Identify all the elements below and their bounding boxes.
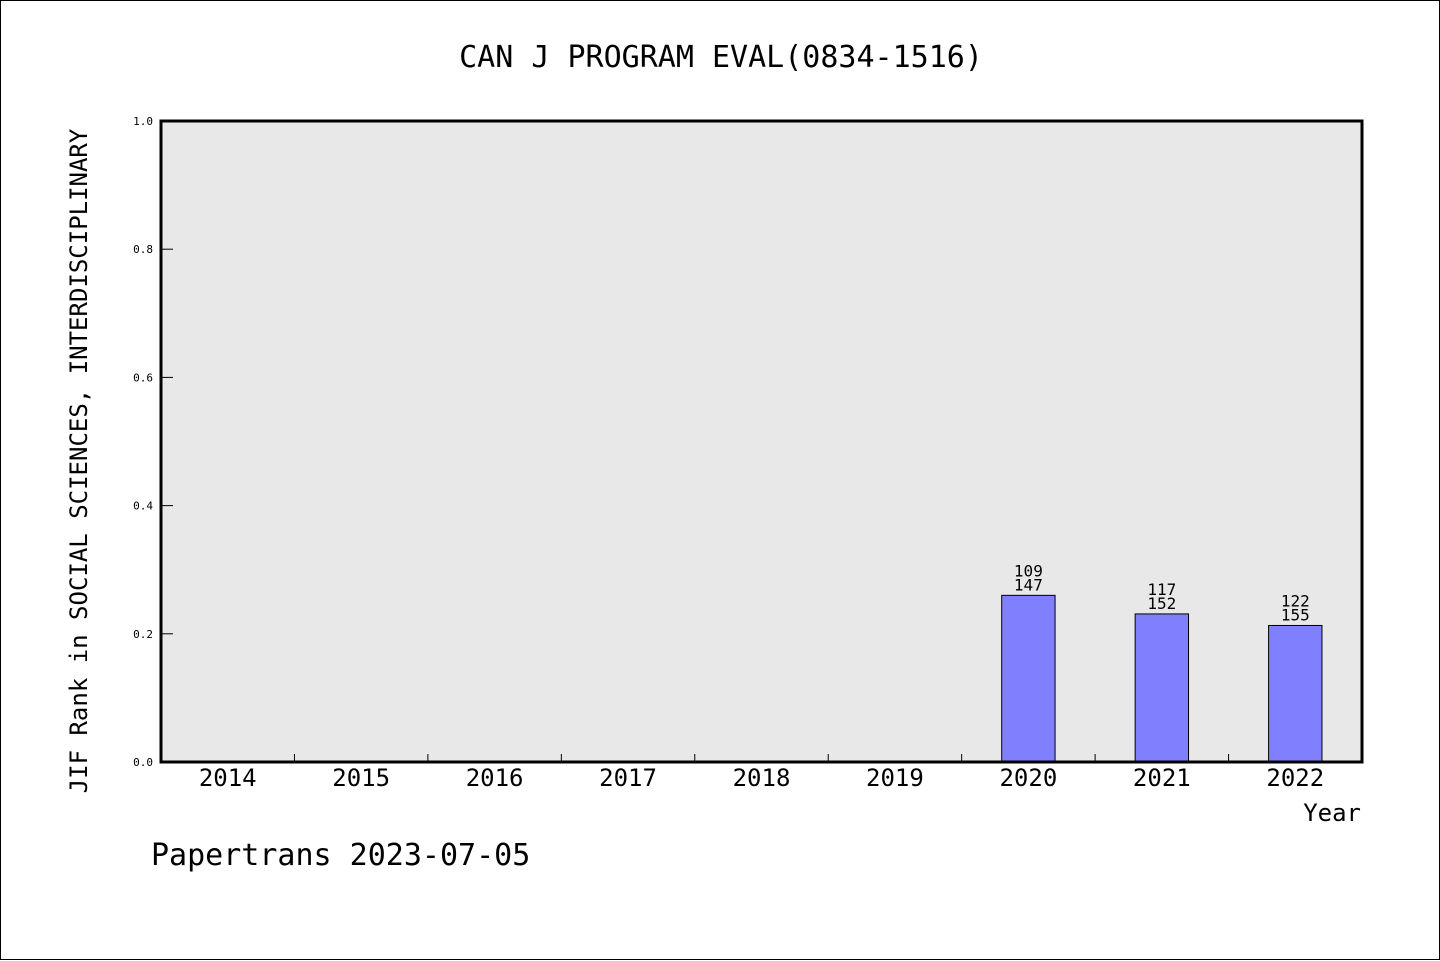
- x-tick-label: 2019: [866, 764, 924, 792]
- x-ticks-group: 2014 2015 2016 2017 2018 2019 2020 2021 2022: [199, 754, 1324, 792]
- x-tick-label: 2020: [999, 764, 1057, 792]
- y-tick-label: 1.0: [133, 115, 153, 128]
- bar-2020: [1001, 594, 1056, 763]
- bars-group: [1001, 594, 1323, 763]
- bar-rank-label: 117: [1147, 580, 1176, 599]
- bar-rank-label: 109: [1014, 561, 1043, 580]
- x-tick-label: 2022: [1266, 764, 1324, 792]
- bar-total-label: 147: [1014, 575, 1043, 594]
- x-tick-label: 2021: [1133, 764, 1191, 792]
- y-tick-label: 0.8: [133, 243, 153, 256]
- plot-border: [159, 119, 1364, 764]
- y-tick-label: 0.6: [133, 371, 153, 384]
- chart-title: CAN J PROGRAM EVAL(0834-1516): [459, 40, 983, 75]
- y-tick-label: 0.0: [133, 756, 153, 769]
- y-tick-label: 0.4: [133, 500, 153, 513]
- bar-total-label: 152: [1147, 594, 1176, 613]
- x-tick-label: 2014: [199, 764, 257, 792]
- x-tick-label: 2017: [599, 764, 657, 792]
- x-tick-label: 2018: [733, 764, 791, 792]
- y-axis-label: JIF Rank in SOCIAL SCIENCES, INTERDISCIP…: [65, 128, 93, 793]
- footer-credit: Papertrans 2023-07-05: [151, 838, 530, 873]
- x-tick-label: 2016: [466, 764, 524, 792]
- y-ticks-group: 0.0 0.2 0.4 0.6 0.8 1.0: [133, 115, 173, 769]
- bar-total-label: 155: [1281, 605, 1310, 624]
- bar-rank-label: 122: [1281, 591, 1310, 610]
- x-tick-label: 2015: [332, 764, 390, 792]
- y-tick-label: 0.2: [133, 628, 153, 641]
- x-axis-label: Year: [1303, 799, 1361, 827]
- bar-2021: [1134, 613, 1190, 763]
- bar-2022: [1268, 624, 1323, 763]
